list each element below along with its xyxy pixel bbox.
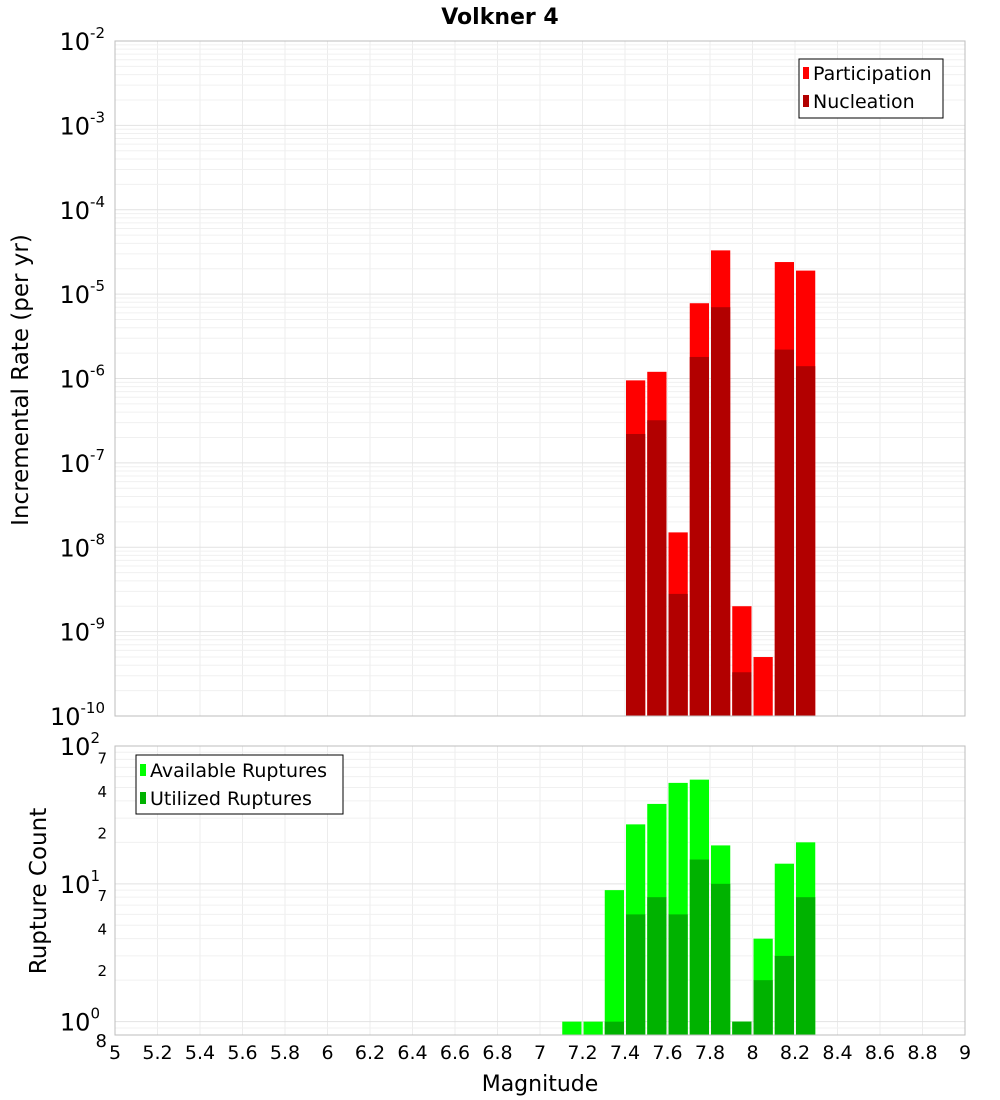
bottom-plot-bars — [562, 779, 816, 1035]
top-legend: Participation Nucleation — [798, 58, 944, 119]
x-tick-label: 5 — [109, 1042, 121, 1064]
bottom-legend: Available Ruptures Utilized Ruptures — [135, 754, 344, 815]
x-tick-label: 8 — [746, 1042, 758, 1064]
chart-title: Volkner 4 — [441, 5, 559, 30]
legend-entry: Nucleation — [813, 91, 915, 113]
utilized-ruptures-bar — [753, 980, 773, 1035]
bottom-y-tick-label: 4 — [97, 921, 107, 939]
bottom-y-tick-label: 2 — [97, 962, 107, 980]
x-tick-label: 7.4 — [610, 1042, 640, 1064]
x-tick-label: 7.2 — [567, 1042, 597, 1064]
x-tick-label: 9 — [959, 1042, 971, 1064]
utilized-ruptures-bar — [732, 1021, 752, 1035]
x-tick-label: 8.4 — [822, 1042, 852, 1064]
top-y-tick-label: 10-6 — [59, 362, 105, 394]
bottom-plot-frame — [114, 745, 966, 1036]
x-tick-label: 6.6 — [440, 1042, 470, 1064]
x-tick-label: 7.6 — [652, 1042, 682, 1064]
utilized-ruptures-bar — [604, 1021, 624, 1035]
nucleation-bar — [689, 356, 709, 716]
legend-entry: Participation — [813, 63, 932, 85]
x-tick-label: 5.2 — [142, 1042, 172, 1064]
x-tick-label: 6.8 — [482, 1042, 512, 1064]
participation-bar — [753, 657, 773, 716]
x-tick-labels: 5 5.2 5.4 5.6 5.8 6 6.2 6.4 6.6 6.8 7 7.2 7.4 7.6 7.8 8… — [109, 1042, 971, 1064]
bottom-y-tick-label: 102 — [60, 729, 100, 761]
x-tick-label: 7 — [534, 1042, 546, 1064]
x-tick-label: 6.4 — [397, 1042, 427, 1064]
bottom-y-tick-label: 101 — [60, 867, 100, 899]
top-y-tick-label: 10-5 — [59, 277, 105, 309]
top-plot-grid — [114, 41, 966, 717]
top-plot-frame — [114, 40, 966, 717]
top-y-tick-label: 10-4 — [59, 193, 105, 225]
top-y-tick-labels: 10-2 10-3 10-4 10-5 10-6 10-7 10-8 10-9 10-10 — [50, 24, 105, 731]
legend-swatch — [140, 764, 146, 776]
legend-swatch — [803, 95, 809, 107]
utilized-ruptures-bar — [711, 883, 731, 1035]
utilized-ruptures-bar — [647, 897, 667, 1035]
bottom-legend-box — [135, 754, 344, 815]
x-tick-label: 7.8 — [695, 1042, 725, 1064]
top-y-tick-label: 10-2 — [59, 24, 105, 56]
top-plot-bars — [626, 250, 816, 717]
x-tick-label: 5.8 — [270, 1042, 300, 1064]
bottom-y-tick-label: 8 — [96, 1031, 107, 1052]
bottom-y-tick-label: 2 — [97, 824, 107, 842]
x-tick-label: 8.2 — [780, 1042, 810, 1064]
bottom-y-tick-label: 100 — [60, 1005, 100, 1037]
top-y-tick-label: 10-10 — [50, 699, 105, 731]
legend-entry: Available Ruptures — [150, 760, 327, 782]
nucleation-bar — [774, 349, 794, 716]
top-y-tick-label: 10-9 — [59, 615, 105, 647]
top-y-axis-label: Incremental Rate (per yr) — [8, 234, 34, 526]
nucleation-bar — [796, 366, 816, 716]
legend-swatch — [803, 67, 809, 79]
x-tick-label: 5.6 — [227, 1042, 257, 1064]
bottom-y-axis-label: Rupture Count — [26, 808, 52, 974]
x-tick-label: 6.2 — [355, 1042, 385, 1064]
top-y-tick-label: 10-7 — [59, 446, 105, 478]
utilized-ruptures-bar — [668, 914, 688, 1035]
bottom-y-tick-label: 4 — [97, 783, 107, 801]
x-tick-label: 8.8 — [907, 1042, 937, 1064]
nucleation-bar — [647, 420, 667, 716]
utilized-ruptures-bar — [774, 955, 794, 1035]
available-ruptures-bar — [562, 1021, 582, 1035]
top-y-tick-label: 10-3 — [59, 108, 105, 140]
utilized-ruptures-bar — [689, 859, 709, 1035]
bottom-y-tick-label: 7 — [97, 887, 107, 905]
available-ruptures-bar — [604, 890, 624, 1035]
top-y-tick-label: 10-8 — [59, 530, 105, 562]
nucleation-bar — [711, 307, 731, 716]
utilized-ruptures-bar — [626, 914, 646, 1035]
utilized-ruptures-bar — [796, 897, 816, 1035]
x-axis-label: Magnitude — [482, 1072, 599, 1097]
available-ruptures-bar — [583, 1021, 603, 1035]
x-tick-label: 5.4 — [185, 1042, 215, 1064]
x-tick-label: 6 — [321, 1042, 333, 1064]
legend-swatch — [140, 792, 146, 804]
nucleation-bar — [732, 672, 752, 716]
bottom-y-tick-label: 7 — [97, 749, 107, 767]
legend-entry: Utilized Ruptures — [150, 788, 312, 810]
top-legend-box — [798, 58, 944, 119]
nucleation-bar — [668, 593, 688, 716]
nucleation-bar — [626, 433, 646, 716]
x-tick-label: 8.6 — [865, 1042, 895, 1064]
